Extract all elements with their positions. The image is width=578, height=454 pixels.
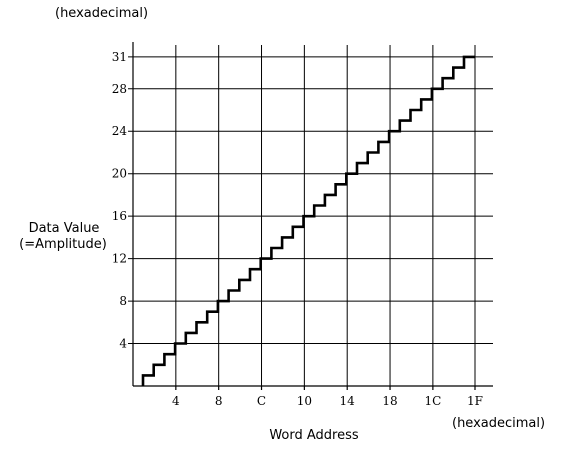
series xyxy=(141,55,475,386)
y-tick-label-8: 8 xyxy=(119,294,127,308)
y-tick-label-24: 24 xyxy=(112,124,128,138)
x-unit-note: (hexadecimal) xyxy=(452,416,545,431)
y-axis-label-line1: Data Value xyxy=(29,221,100,236)
y-tick-label-12: 12 xyxy=(112,252,127,266)
y-unit-note: (hexadecimal) xyxy=(55,6,148,21)
x-tick-label-1C: 1C xyxy=(424,394,441,408)
x-tick-label-1F: 1F xyxy=(467,394,483,408)
x-tick-label-10: 10 xyxy=(297,394,312,408)
axes xyxy=(132,42,493,390)
x-axis-label: Word Address xyxy=(269,428,359,443)
x-tick-label-14: 14 xyxy=(340,394,356,408)
y-tick-label-28: 28 xyxy=(112,82,127,96)
x-tick-label-4: 4 xyxy=(172,394,180,408)
x-tick-labels: 4 8 C 10 14 18 1C 1F xyxy=(172,394,483,408)
y-tick-labels: 4 8 12 16 20 24 28 31 xyxy=(112,50,128,351)
x-tick-label-18: 18 xyxy=(382,394,397,408)
staircase-series-line xyxy=(141,55,475,386)
x-tick-label-8: 8 xyxy=(215,394,223,408)
y-tick-label-31: 31 xyxy=(112,50,127,64)
x-tick-label-C: C xyxy=(257,394,266,408)
y-tick-label-16: 16 xyxy=(112,209,127,223)
y-tick-label-20: 20 xyxy=(112,167,127,181)
y-axis-label-line2: (=Amplitude) xyxy=(19,237,107,252)
y-tick-label-4: 4 xyxy=(119,337,127,351)
